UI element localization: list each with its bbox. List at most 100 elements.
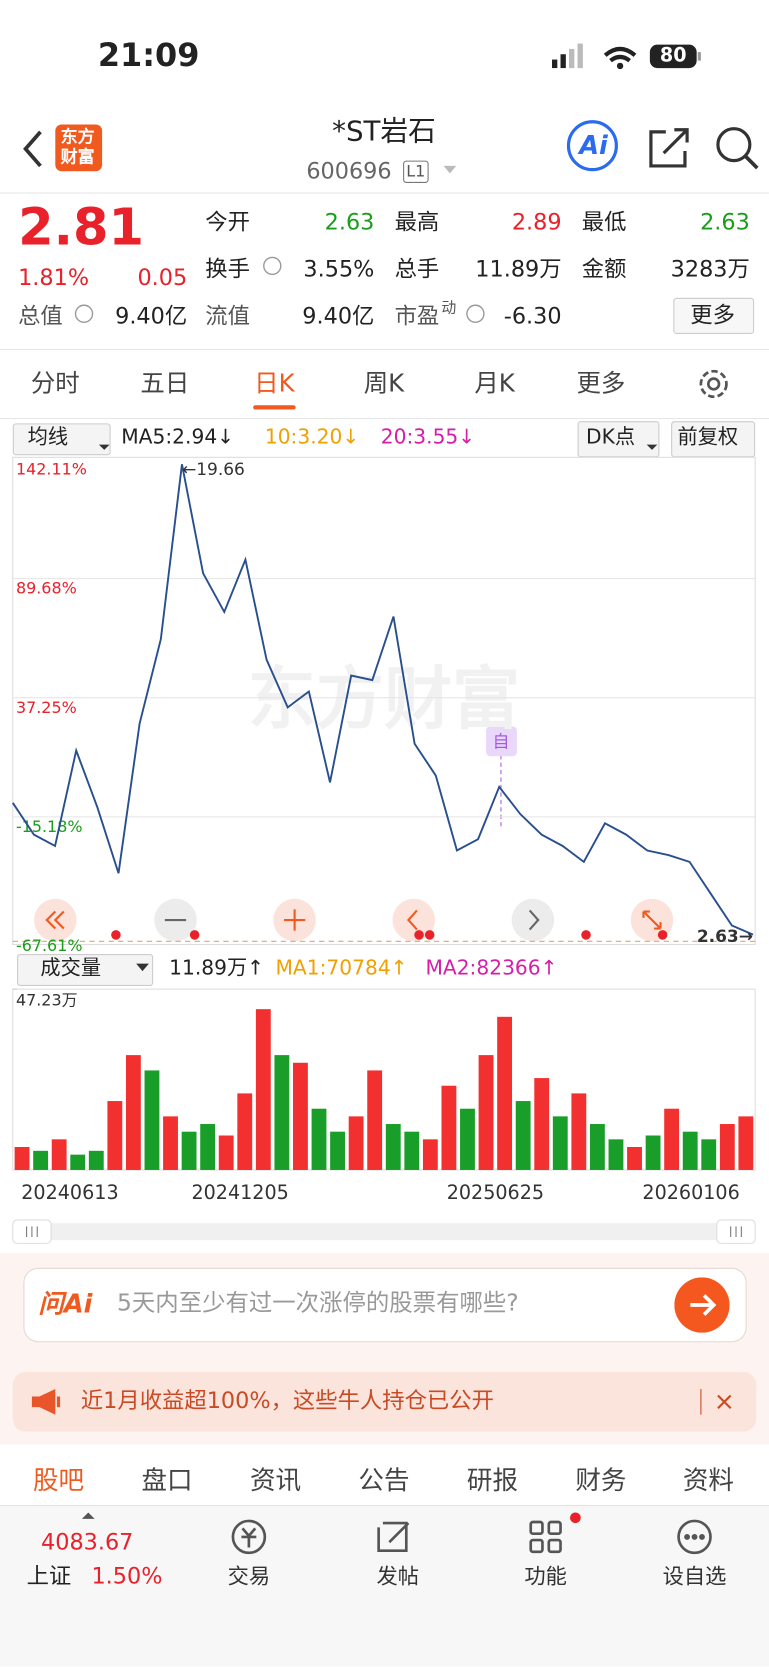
handle-grip: [26, 1226, 742, 1237]
volume-bar: [70, 1154, 86, 1170]
megaphone: [31, 1389, 61, 1415]
volume-item: MA2:82366↑: [425, 956, 558, 980]
logo-text: 财富: [60, 146, 95, 167]
y-tick-label: -15.18%: [16, 817, 83, 836]
settings[interactable]: [696, 366, 732, 402]
x-tick-label: 20260106: [642, 1181, 739, 1204]
nav-icons: [231, 1512, 712, 1555]
ai-label: Ai: [579, 130, 608, 161]
tab[interactable]: 月K: [474, 370, 515, 398]
field-label: 总值: [18, 303, 63, 329]
volume-item: MA1:70784↑: [275, 956, 408, 980]
tab-active[interactable]: 日K: [254, 370, 295, 398]
volume-selector-label: 成交量: [40, 956, 102, 980]
marker-box: [486, 726, 517, 757]
dk-button[interactable]: [577, 421, 660, 458]
volume-bar: [293, 1062, 308, 1170]
field-label: 最低: [581, 209, 627, 236]
last-label: 2.63→: [697, 927, 753, 947]
watermark: 东方财富: [248, 661, 520, 740]
index-change: 1.50%: [91, 1563, 163, 1590]
volume-bar: [237, 1093, 253, 1170]
volume-bar: [125, 1055, 141, 1170]
section[interactable]: 研报: [466, 1465, 518, 1496]
volume-bar: [144, 1070, 160, 1170]
ask-brand: 问Ai: [38, 1289, 93, 1319]
field-value: 2.63: [700, 209, 750, 236]
y-tick-label: 37.25%: [16, 698, 77, 717]
back-button[interactable]: [17, 128, 49, 171]
ma-selector[interactable]: [12, 423, 111, 456]
x-tick-label: 20250625: [447, 1181, 544, 1204]
volume-bar: [701, 1139, 717, 1170]
nav-caret: [81, 1512, 95, 1519]
info-icons: [74, 256, 485, 323]
stock-title: *ST岩石: [332, 115, 436, 148]
volume-bar: [534, 1078, 550, 1170]
field-label: 金额: [581, 256, 627, 282]
nav-item[interactable]: 交易: [227, 1563, 271, 1590]
volume-bar: [33, 1150, 49, 1170]
section[interactable]: 财务: [575, 1465, 627, 1496]
search-button[interactable]: [713, 123, 762, 172]
y-tick-label: -67.61%: [16, 936, 83, 955]
tab[interactable]: 五日: [140, 370, 190, 398]
volume-bar: [14, 1146, 30, 1170]
logo-text: 东方: [60, 126, 95, 147]
logo: 东方 财富: [55, 124, 103, 172]
ai-button[interactable]: [566, 120, 618, 172]
price-line: [11, 464, 754, 936]
ask-box[interactable]: [23, 1267, 747, 1343]
ma-selector-label: 均线: [27, 425, 69, 449]
section[interactable]: 盘口: [141, 1465, 193, 1496]
more-button[interactable]: [673, 297, 755, 334]
field-label: 市盈: [394, 303, 440, 329]
change: 0.05: [137, 264, 188, 291]
banner[interactable]: [12, 1372, 757, 1432]
nav-item[interactable]: 设自选: [662, 1563, 727, 1590]
field-value: 3.55%: [303, 256, 375, 282]
marker-label: 自: [492, 732, 509, 752]
battery: 80: [659, 44, 687, 68]
level: L1: [403, 160, 429, 183]
event-dots: [111, 930, 668, 940]
section[interactable]: 公告: [358, 1465, 410, 1496]
nav-item[interactable]: 发帖: [376, 1563, 420, 1590]
ask-send[interactable]: [674, 1277, 730, 1333]
adjust-label: 前复权: [677, 425, 739, 449]
time: 21:09: [97, 37, 200, 75]
volume-bar: [163, 1116, 178, 1170]
dropdown-arrows: [98, 444, 658, 450]
index-value: 4083.67: [41, 1529, 134, 1555]
tab[interactable]: 周K: [363, 370, 405, 398]
tab[interactable]: 更多: [576, 370, 626, 398]
field-label: 总手: [394, 256, 440, 282]
chart-controls[interactable]: [34, 898, 674, 942]
share-button[interactable]: [647, 126, 694, 173]
volume-selector[interactable]: [17, 954, 154, 986]
field-label: 今开: [205, 209, 250, 236]
volume-bar: [645, 1135, 661, 1170]
section-active[interactable]: 股吧: [32, 1465, 85, 1496]
tab[interactable]: 分时: [30, 370, 80, 398]
volume-bar: [385, 1124, 401, 1170]
index-name: 上证: [26, 1563, 72, 1590]
volume-bar: [255, 1009, 271, 1170]
field-value: 11.89万: [475, 256, 562, 282]
price: 2.81: [18, 197, 145, 258]
volume-bar: [200, 1124, 216, 1170]
banner-close[interactable]: [697, 1387, 740, 1417]
nav-item[interactable]: 功能: [524, 1563, 567, 1590]
divider: [0, 417, 769, 420]
section[interactable]: 资料: [682, 1465, 734, 1496]
price-frame: [12, 456, 756, 946]
divider: [0, 192, 769, 194]
volume-bar: [274, 1055, 290, 1170]
section[interactable]: 资讯: [249, 1465, 301, 1496]
field-label: 最高: [394, 209, 440, 236]
status-icons: [552, 43, 701, 70]
field-label: 流值: [205, 303, 250, 329]
scrollbar[interactable]: [12, 1223, 756, 1241]
dropdown[interactable]: [442, 165, 457, 176]
